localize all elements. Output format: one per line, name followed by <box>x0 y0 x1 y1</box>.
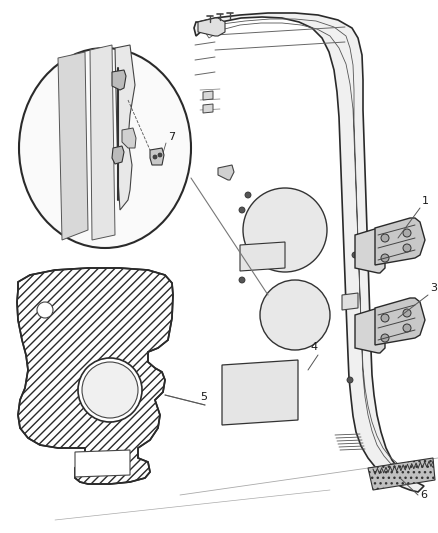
Polygon shape <box>355 308 385 353</box>
Circle shape <box>37 302 53 318</box>
Text: 7: 7 <box>168 132 175 142</box>
Polygon shape <box>218 165 234 180</box>
Polygon shape <box>342 293 358 310</box>
Circle shape <box>158 153 162 157</box>
Circle shape <box>403 309 411 317</box>
Circle shape <box>243 188 327 272</box>
Polygon shape <box>203 104 213 113</box>
Circle shape <box>403 229 411 237</box>
Polygon shape <box>368 458 435 490</box>
Circle shape <box>260 280 330 350</box>
Text: 4: 4 <box>310 342 317 352</box>
Polygon shape <box>112 70 126 90</box>
Circle shape <box>239 207 245 213</box>
Polygon shape <box>90 45 115 240</box>
Text: 6: 6 <box>420 490 427 500</box>
Polygon shape <box>194 13 424 492</box>
Text: 3: 3 <box>430 283 437 293</box>
Polygon shape <box>375 218 425 265</box>
Polygon shape <box>112 146 124 164</box>
Polygon shape <box>115 45 135 210</box>
Circle shape <box>245 192 251 198</box>
Text: 5: 5 <box>200 392 207 402</box>
Circle shape <box>82 362 138 418</box>
Text: 1: 1 <box>422 196 429 206</box>
Polygon shape <box>203 91 213 100</box>
Polygon shape <box>240 242 285 271</box>
Polygon shape <box>222 360 298 425</box>
Polygon shape <box>75 450 130 477</box>
Circle shape <box>352 252 358 258</box>
Circle shape <box>381 314 389 322</box>
Polygon shape <box>58 52 88 240</box>
Circle shape <box>153 155 157 159</box>
Ellipse shape <box>19 48 191 248</box>
Polygon shape <box>198 18 225 36</box>
Circle shape <box>381 334 389 342</box>
Polygon shape <box>17 268 173 484</box>
Circle shape <box>381 254 389 262</box>
Circle shape <box>403 244 411 252</box>
Circle shape <box>239 277 245 283</box>
Circle shape <box>403 324 411 332</box>
Circle shape <box>381 234 389 242</box>
Polygon shape <box>122 128 136 148</box>
Polygon shape <box>375 298 425 345</box>
Circle shape <box>347 377 353 383</box>
Polygon shape <box>150 148 164 165</box>
Polygon shape <box>355 228 385 273</box>
Circle shape <box>78 358 142 422</box>
